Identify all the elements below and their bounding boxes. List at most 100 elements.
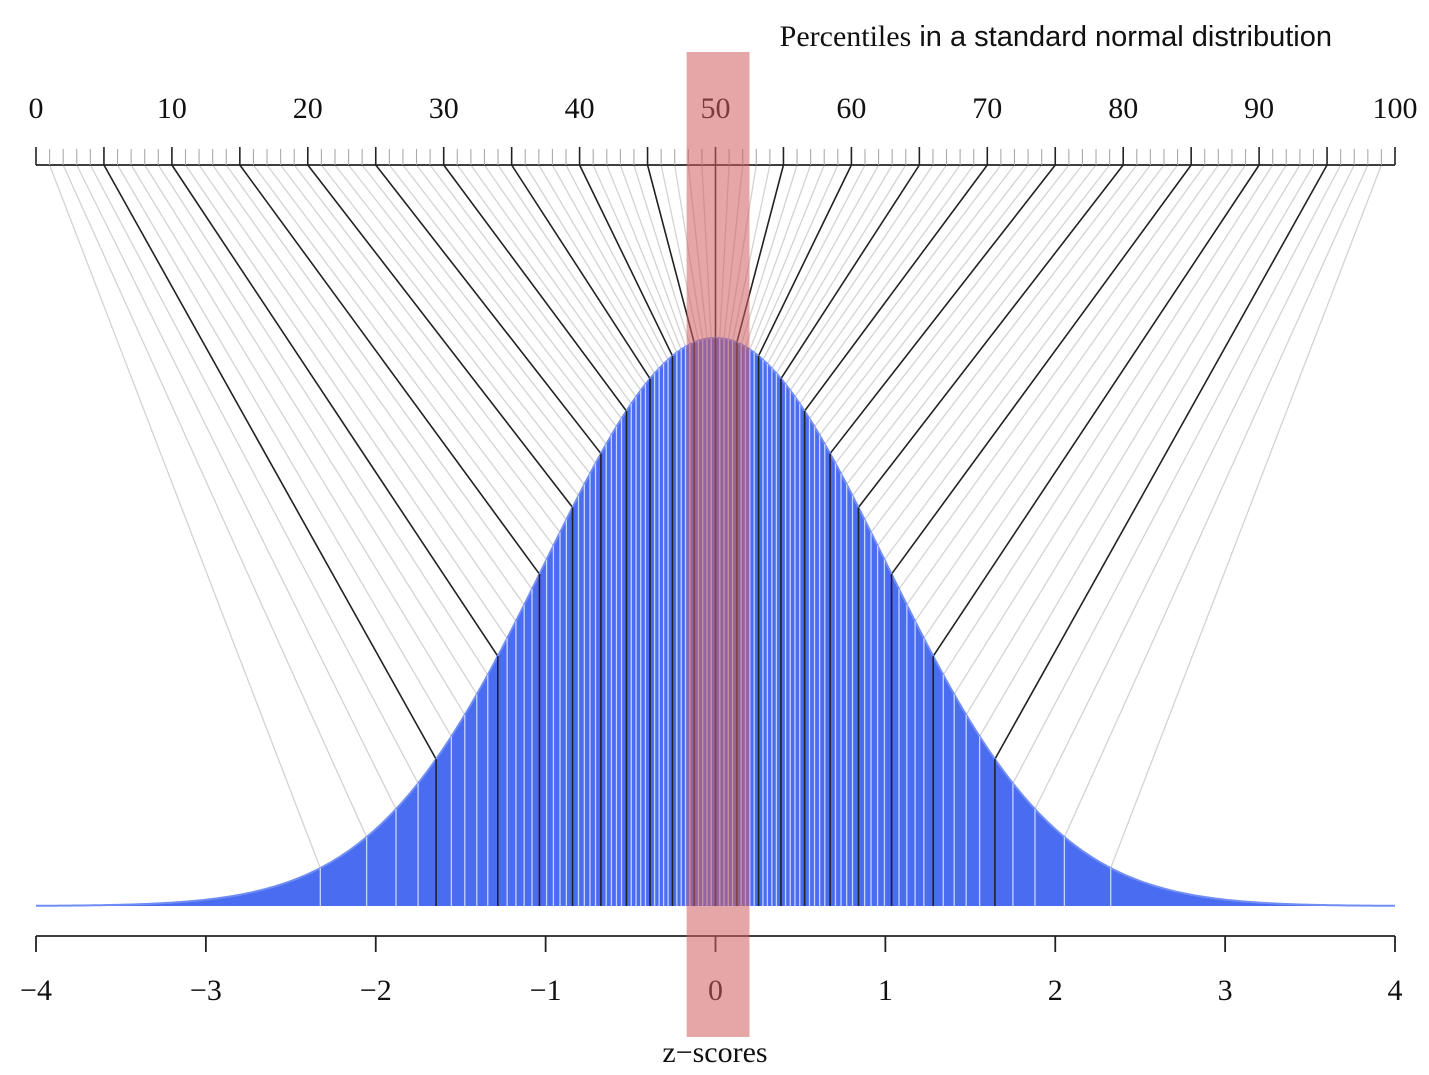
connector-line-p5	[103, 164, 437, 760]
connector-line-p97	[1034, 164, 1355, 810]
connector-line-p23	[348, 164, 591, 475]
chart-title: Percentiles in a standard normal distrib…	[780, 20, 1332, 53]
connector-line-p41	[592, 164, 678, 353]
connector-line-p74	[824, 164, 1043, 445]
connector-line-p92	[953, 164, 1287, 695]
connector-line-p44	[633, 164, 691, 345]
connector-line-p68	[794, 164, 961, 398]
bottom-tick-label-8: 4	[1388, 974, 1403, 1007]
connector-line-p38	[551, 164, 665, 365]
connector-line-p82	[870, 164, 1151, 533]
connector-line-p37	[538, 164, 660, 369]
connector-line-p71	[808, 164, 1002, 420]
connector-line-p69	[799, 164, 975, 405]
bottom-tick-label-2: −2	[360, 974, 392, 1007]
connector-line-p61	[762, 164, 866, 361]
connector-line-p32	[470, 164, 637, 398]
top-tick-label-70: 70	[972, 92, 1002, 125]
bottom-tick-label-1: −3	[190, 974, 222, 1007]
connector-line-p21	[320, 164, 580, 497]
connector-line-p95	[994, 164, 1328, 760]
connector-line-p73	[819, 164, 1029, 436]
connector-line-p88	[914, 164, 1233, 622]
top-tick-label-10: 10	[157, 92, 187, 125]
connector-line-p43	[619, 164, 687, 347]
highlight-band	[686, 52, 750, 1037]
connector-line-p57	[744, 164, 812, 347]
bottom-tick-label-0: −4	[20, 974, 52, 1007]
connector-line-p11	[184, 164, 508, 639]
connector-line-p14	[225, 164, 533, 590]
connector-line-p72	[813, 164, 1015, 428]
connector-line-p40	[578, 164, 674, 357]
connector-line-p85	[890, 164, 1192, 575]
connector-line-p4	[89, 164, 419, 784]
top-tick-label-80: 80	[1108, 92, 1138, 125]
connector-line-p86	[898, 164, 1206, 590]
connector-line-p2	[62, 164, 368, 838]
connector-line-p12	[198, 164, 517, 622]
connector-line-p34	[497, 164, 646, 385]
bottom-tick-label-3: −1	[530, 974, 562, 1007]
top-tick-label-0: 0	[29, 92, 44, 125]
connector-line-p91	[942, 164, 1274, 676]
connector-line-p3	[76, 164, 397, 810]
connector-line-p93	[965, 164, 1301, 716]
connector-line-p76	[834, 164, 1070, 464]
connector-line-p9	[157, 164, 489, 676]
connector-line-p65	[780, 164, 921, 380]
connector-line-p29	[429, 164, 623, 420]
connector-line-p58	[749, 164, 825, 350]
connector-line-p83	[877, 164, 1165, 547]
connector-line-p81	[864, 164, 1138, 521]
connector-line-p13	[212, 164, 525, 606]
connector-line-p64	[775, 164, 907, 374]
connector-line-p6	[116, 164, 452, 737]
connector-line-p45	[646, 164, 695, 343]
chart-title-part1: Percentiles	[780, 20, 912, 53]
connector-line-p56	[740, 164, 798, 345]
bottom-tick-label-7: 3	[1218, 974, 1233, 1007]
top-tick-label-30: 30	[429, 92, 459, 125]
bottom-tick-label-6: 2	[1048, 974, 1063, 1007]
top-tick-label-100: 100	[1373, 92, 1418, 125]
connector-line-p18	[280, 164, 561, 533]
connector-line-p22	[334, 164, 585, 485]
connector-line-p17	[266, 164, 554, 547]
connector-line-p24	[361, 164, 597, 464]
connector-line-p59	[753, 164, 839, 353]
connector-line-p99	[1110, 164, 1383, 869]
connector-line-p84	[883, 164, 1179, 560]
connector-line-p16	[252, 164, 548, 560]
bottom-tick-label-5: 1	[878, 974, 893, 1007]
connector-line-p20	[307, 164, 574, 508]
connector-line-p25	[375, 164, 602, 455]
connector-line-p28	[416, 164, 618, 428]
connector-line-p36	[524, 164, 656, 374]
connector-line-p75	[829, 164, 1056, 455]
connector-line-p33	[483, 164, 642, 391]
top-tick-label-40: 40	[565, 92, 595, 125]
connector-line-p78	[846, 164, 1097, 485]
top-tick-label-20: 20	[293, 92, 323, 125]
connector-line-p60	[757, 164, 853, 357]
connector-line-p62	[766, 164, 880, 365]
connector-line-p42	[606, 164, 682, 350]
connector-line-p77	[840, 164, 1083, 475]
connector-line-p7	[130, 164, 466, 716]
connector-line-p90	[932, 164, 1260, 657]
connector-line-p94	[979, 164, 1315, 737]
connector-line-p8	[144, 164, 478, 695]
connector-line-p15	[239, 164, 541, 575]
connector-line-p30	[443, 164, 628, 412]
connector-line-p26	[388, 164, 607, 445]
connector-line-p63	[771, 164, 893, 369]
connector-line-p66	[785, 164, 934, 385]
connector-line-p80	[857, 164, 1124, 508]
top-tick-label-60: 60	[836, 92, 866, 125]
chart-title-part2: in a standard normal distribution	[911, 21, 1332, 53]
connector-line-p31	[456, 164, 632, 405]
highlight-band-rect	[686, 52, 750, 1037]
connector-line-p98	[1063, 164, 1369, 838]
connector-line-p35	[510, 164, 651, 380]
